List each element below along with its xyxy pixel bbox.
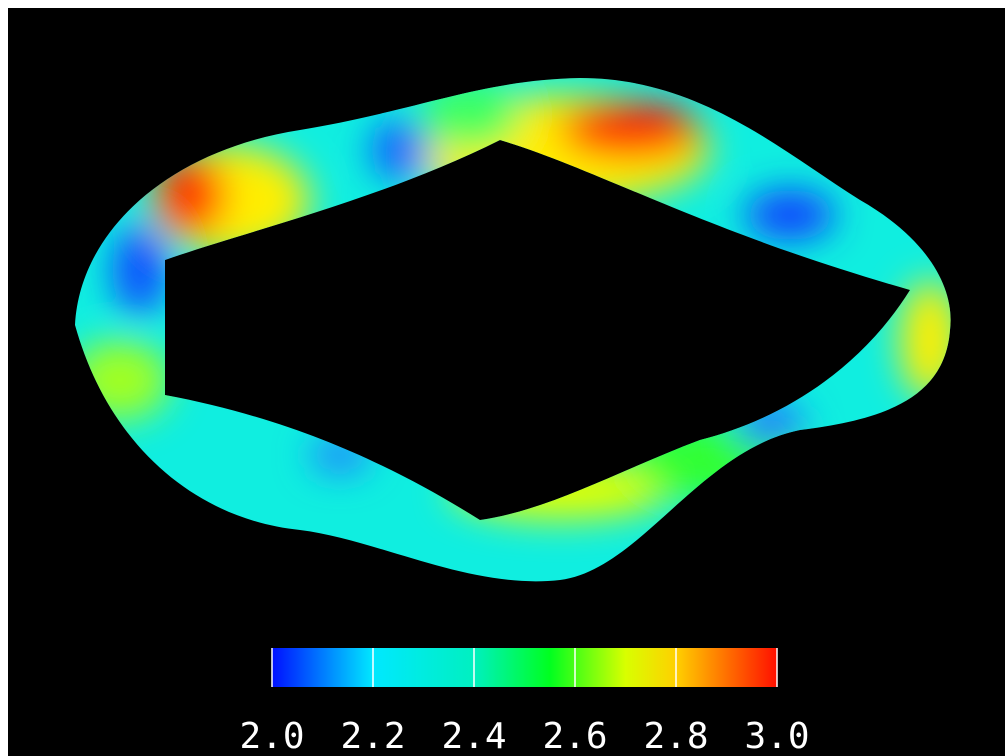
colorbar-tick-label: 2.8 bbox=[643, 716, 708, 756]
colorbar-tick-label: 2.6 bbox=[542, 716, 607, 756]
colorbar-tick-label: 2.4 bbox=[441, 716, 506, 756]
colorbar-tick-label: 3.0 bbox=[744, 716, 809, 756]
visualization: 2.0 2.2 2.4 2.6 2.8 3.0 bbox=[0, 0, 1005, 756]
colorbar bbox=[272, 648, 777, 687]
colorbar-tick-label: 2.0 bbox=[239, 716, 304, 756]
colorbar-tick-label: 2.2 bbox=[340, 716, 405, 756]
